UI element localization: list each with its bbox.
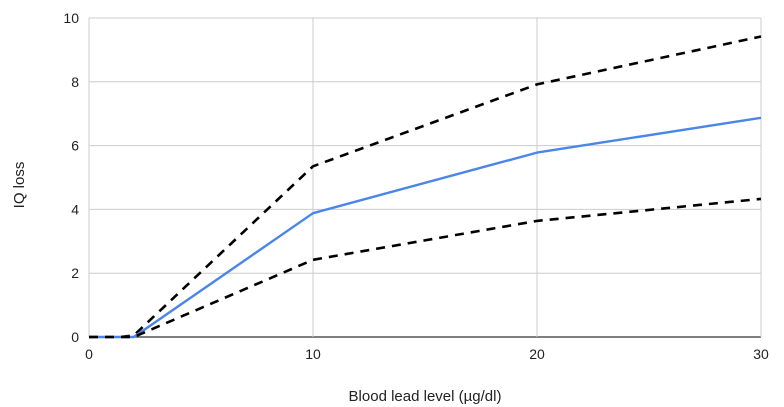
y-tick-label: 6 <box>71 138 79 154</box>
x-tick-label: 0 <box>85 346 93 362</box>
central-estimate-line <box>89 118 761 337</box>
grid-lines <box>89 18 761 337</box>
x-tick-label: 10 <box>305 346 321 362</box>
x-tick-label: 30 <box>753 346 769 362</box>
y-tick-label: 10 <box>63 10 79 26</box>
y-tick-label: 0 <box>71 329 79 345</box>
y-tick-label: 8 <box>71 74 79 90</box>
x-tick-label: 20 <box>529 346 545 362</box>
x-axis-title: Blood lead level (µg/dl) <box>349 388 502 405</box>
y-axis-title: IQ loss <box>11 162 28 209</box>
x-axis-ticks: 0 10 20 30 <box>85 346 769 362</box>
y-tick-label: 4 <box>71 201 79 217</box>
y-axis-ticks: 0 2 4 6 8 10 <box>63 10 79 345</box>
lower-bound-line <box>89 199 761 337</box>
y-tick-label: 2 <box>71 265 79 281</box>
